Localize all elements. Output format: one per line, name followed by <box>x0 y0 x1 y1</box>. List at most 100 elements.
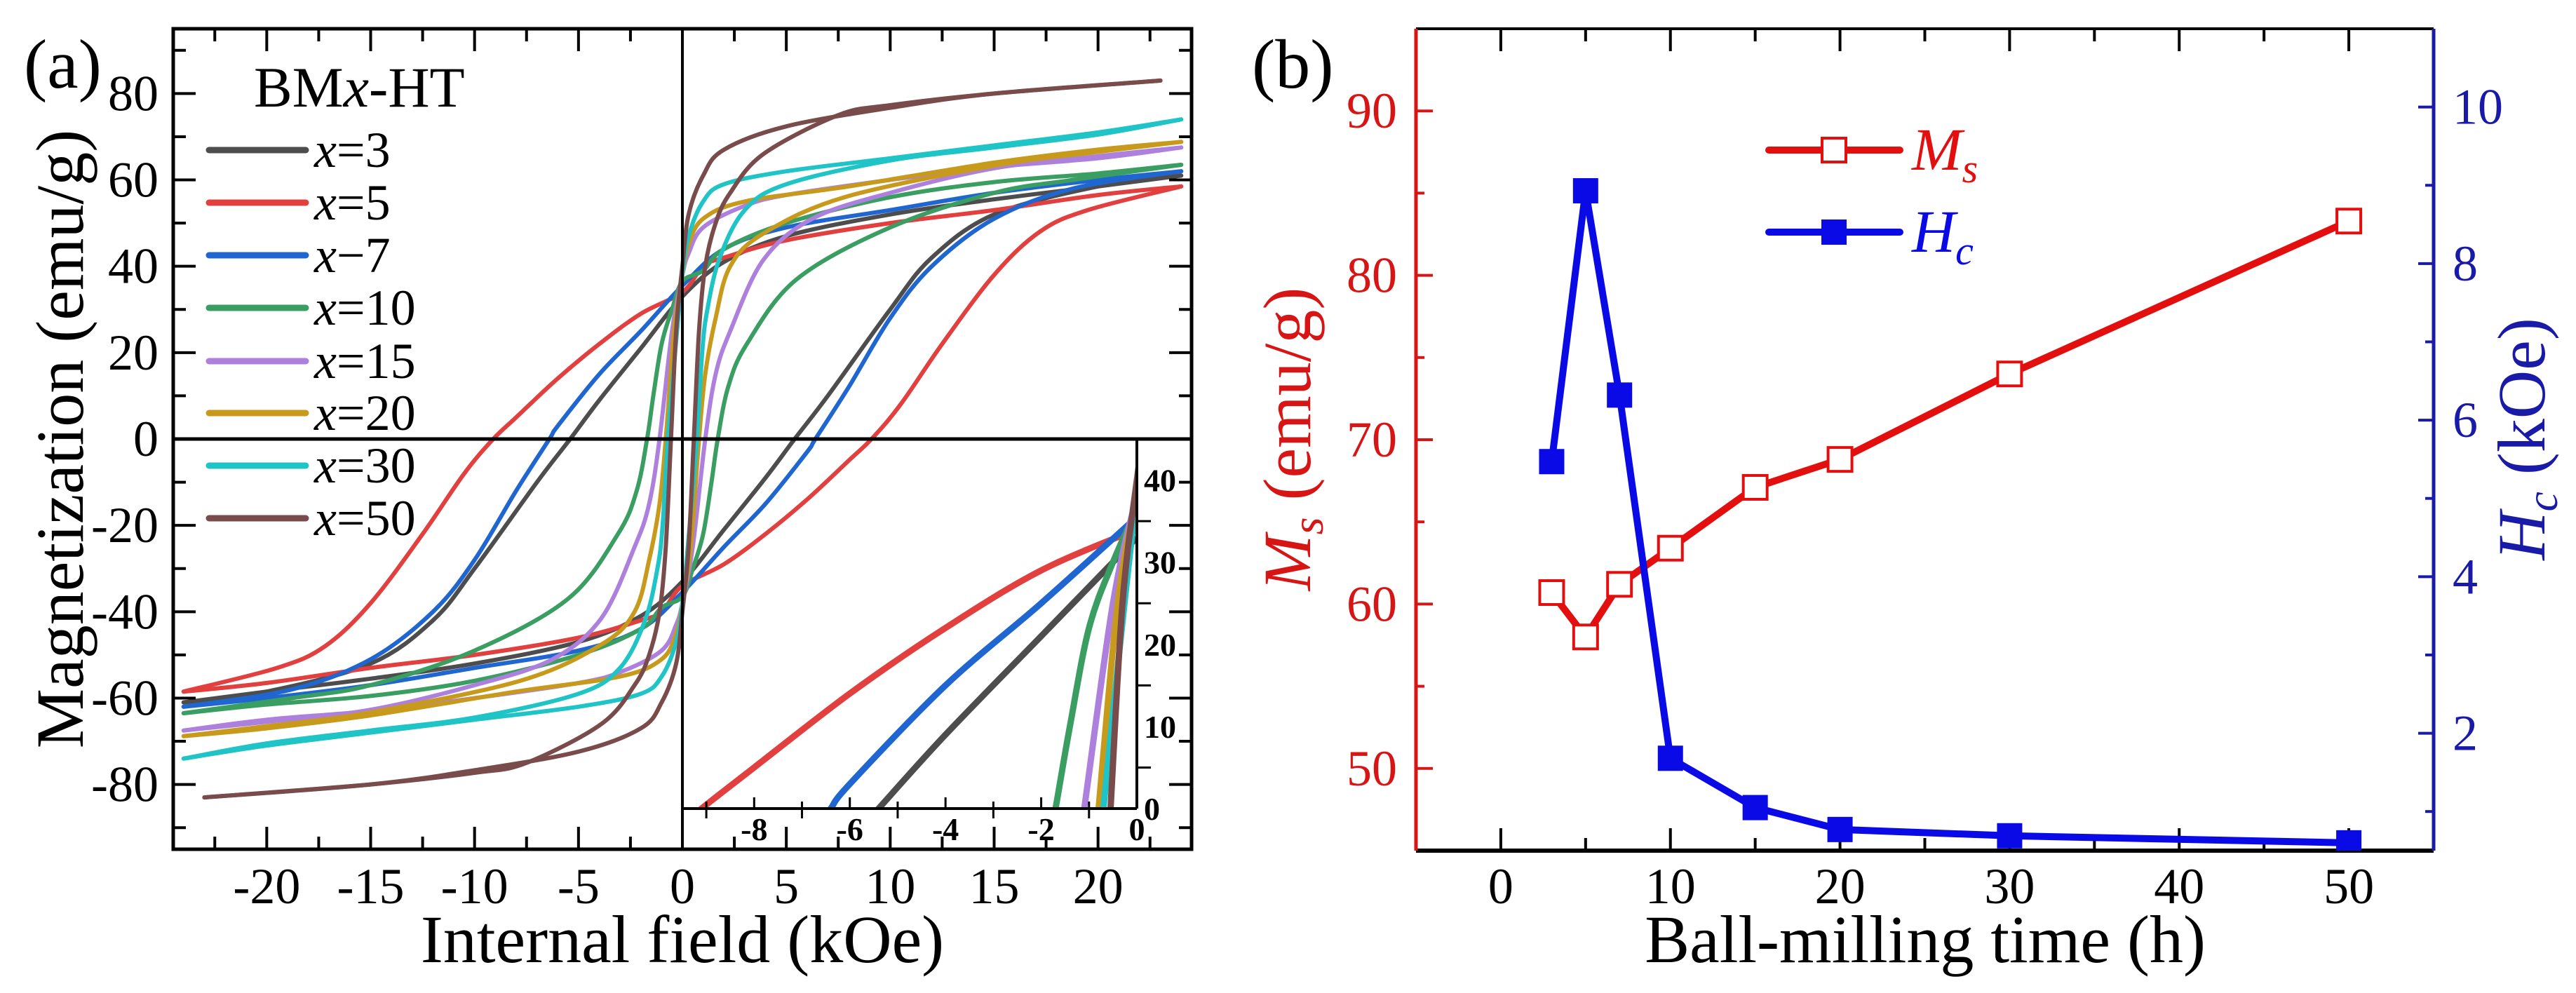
legend-item: x=3 <box>205 122 391 178</box>
legend-label-var: x <box>313 333 337 389</box>
legend-label-value: −7 <box>337 227 391 283</box>
x-tick-label: 15 <box>969 858 1019 914</box>
descending-branch-curve <box>181 184 1184 694</box>
ms-symbol: M <box>1250 531 1325 592</box>
panel-a-legend: x=3x=5x−7x=10x=15x=20x=30x=50 <box>205 122 416 546</box>
hc-symbol: H <box>2484 508 2559 562</box>
legend-label: x=20 <box>313 385 416 441</box>
inset-curve <box>1107 456 1137 809</box>
x-tick-label: 40 <box>2154 858 2204 914</box>
legend-label-value: =10 <box>337 280 416 336</box>
hysteresis-loop-7 <box>202 78 1163 800</box>
legend-label-value: =30 <box>337 438 416 494</box>
right-y-tick-label: 10 <box>2453 79 2503 135</box>
legend-item: Ms <box>1765 116 1978 191</box>
legend-label: x=5 <box>313 175 391 231</box>
ascending-branch-curve <box>181 184 1184 694</box>
legend-label: x=3 <box>313 122 391 178</box>
legend-label: x=50 <box>313 490 416 546</box>
x-tick-label: -5 <box>558 858 600 914</box>
legend-label: x−7 <box>313 227 391 283</box>
descending-branch-curve <box>181 163 1184 715</box>
left-y-tick-label: 50 <box>1347 741 1397 797</box>
right-y-tick-label: 6 <box>2453 392 2478 448</box>
legend-label-var: x <box>313 122 337 178</box>
x-tick-label: 20 <box>1073 858 1124 914</box>
legend-item: x−7 <box>205 227 391 283</box>
legend-label-var: x <box>313 490 337 546</box>
ascending-branch-curve <box>181 140 1184 738</box>
descending-branch-curve <box>181 173 1184 705</box>
descending-branch-curve <box>181 169 1184 709</box>
right-y-tick-label: 2 <box>2453 705 2478 762</box>
x-tick-label: -15 <box>337 858 405 914</box>
ascending-branch-curve <box>181 169 1184 709</box>
hc-marker <box>1572 178 1598 204</box>
x-tick-label: 30 <box>1984 858 2035 914</box>
hc-marker <box>1827 816 1853 842</box>
legend-item: x=50 <box>205 490 416 546</box>
hc-unit: (kOe) <box>2484 318 2559 475</box>
ms-marker <box>1606 571 1633 598</box>
ms-marker <box>1741 473 1769 501</box>
hc-marker <box>1742 795 1768 820</box>
ascending-branch-curve <box>181 173 1184 705</box>
legend-label-var: x <box>313 280 337 336</box>
hc-marker <box>1657 745 1683 771</box>
legend-label-subscript: s <box>1962 146 1978 191</box>
ms-marker <box>1826 446 1854 473</box>
legend-label-symbol: M <box>1910 116 1965 183</box>
legend-title-part: BM <box>254 55 344 119</box>
right-y-tick-label: 8 <box>2453 236 2478 292</box>
hysteresis-loop-0 <box>181 173 1184 705</box>
descending-branch-curve <box>181 140 1184 738</box>
legend-item: Hc <box>1765 198 1974 273</box>
inset-y-tick-label: 20 <box>1144 627 1176 663</box>
legend-label: Ms <box>1910 116 1978 191</box>
ms-subscript: s <box>1283 518 1333 535</box>
hysteresis-loop-5 <box>181 140 1184 738</box>
inset-x-tick-label: 0 <box>1129 811 1145 847</box>
panel-b-ms-hc-chart: Ball-milling time (h) Ms (emu/g) Hc (kOe… <box>1250 27 2567 977</box>
legend-label-value: =20 <box>337 385 416 441</box>
y-tick-label: -40 <box>91 583 159 640</box>
y-tick-label: 20 <box>108 325 159 381</box>
legend-label-var: x <box>313 175 337 231</box>
x-tick-label: 10 <box>1645 858 1696 914</box>
ascending-branch-curve <box>181 163 1184 715</box>
y-tick-label: 0 <box>133 411 159 467</box>
legend-item: x=15 <box>205 333 416 389</box>
left-y-tick-label: 60 <box>1347 576 1397 632</box>
legend-title-part: -HT <box>369 55 465 119</box>
x-tick-label: 20 <box>1815 858 1866 914</box>
panel-a-curves <box>181 78 1184 800</box>
panel-b-right-axis-title: Hc (kOe) <box>2484 318 2567 562</box>
inset-curve <box>1095 481 1137 809</box>
panel-b-label: (b) <box>1252 25 1334 103</box>
legend-label: Hc <box>1911 198 1974 273</box>
legend-swatch-marker <box>1821 219 1847 245</box>
right-y-tick-label: 4 <box>2453 548 2478 604</box>
panel-a-inset: -8 -6 -4 -2 00 10 20 30 40 <box>682 438 1176 847</box>
x-tick-label: 10 <box>865 858 915 914</box>
left-y-tick-label: 70 <box>1347 412 1397 468</box>
hysteresis-loop-2 <box>181 169 1184 709</box>
legend-label-symbol: H <box>1911 198 1958 265</box>
ms-unit: (emu/g) <box>1250 288 1325 501</box>
x-tick-label: 0 <box>1488 858 1513 914</box>
hysteresis-loop-3 <box>181 163 1184 715</box>
hc-marker <box>2336 830 2362 851</box>
legend-label-var: x <box>313 227 337 283</box>
inset-curve <box>696 526 1137 809</box>
legend-item: x=30 <box>205 438 416 494</box>
legend-label-value: =5 <box>337 175 391 231</box>
y-tick-label: -60 <box>91 670 159 726</box>
legend-title-part: x <box>343 55 369 119</box>
x-tick-label: 50 <box>2324 858 2374 914</box>
panel-b-series <box>1538 178 2363 851</box>
legend-label: x=15 <box>313 333 416 389</box>
ms-marker <box>1538 579 1565 606</box>
hc-series <box>1539 178 2362 851</box>
